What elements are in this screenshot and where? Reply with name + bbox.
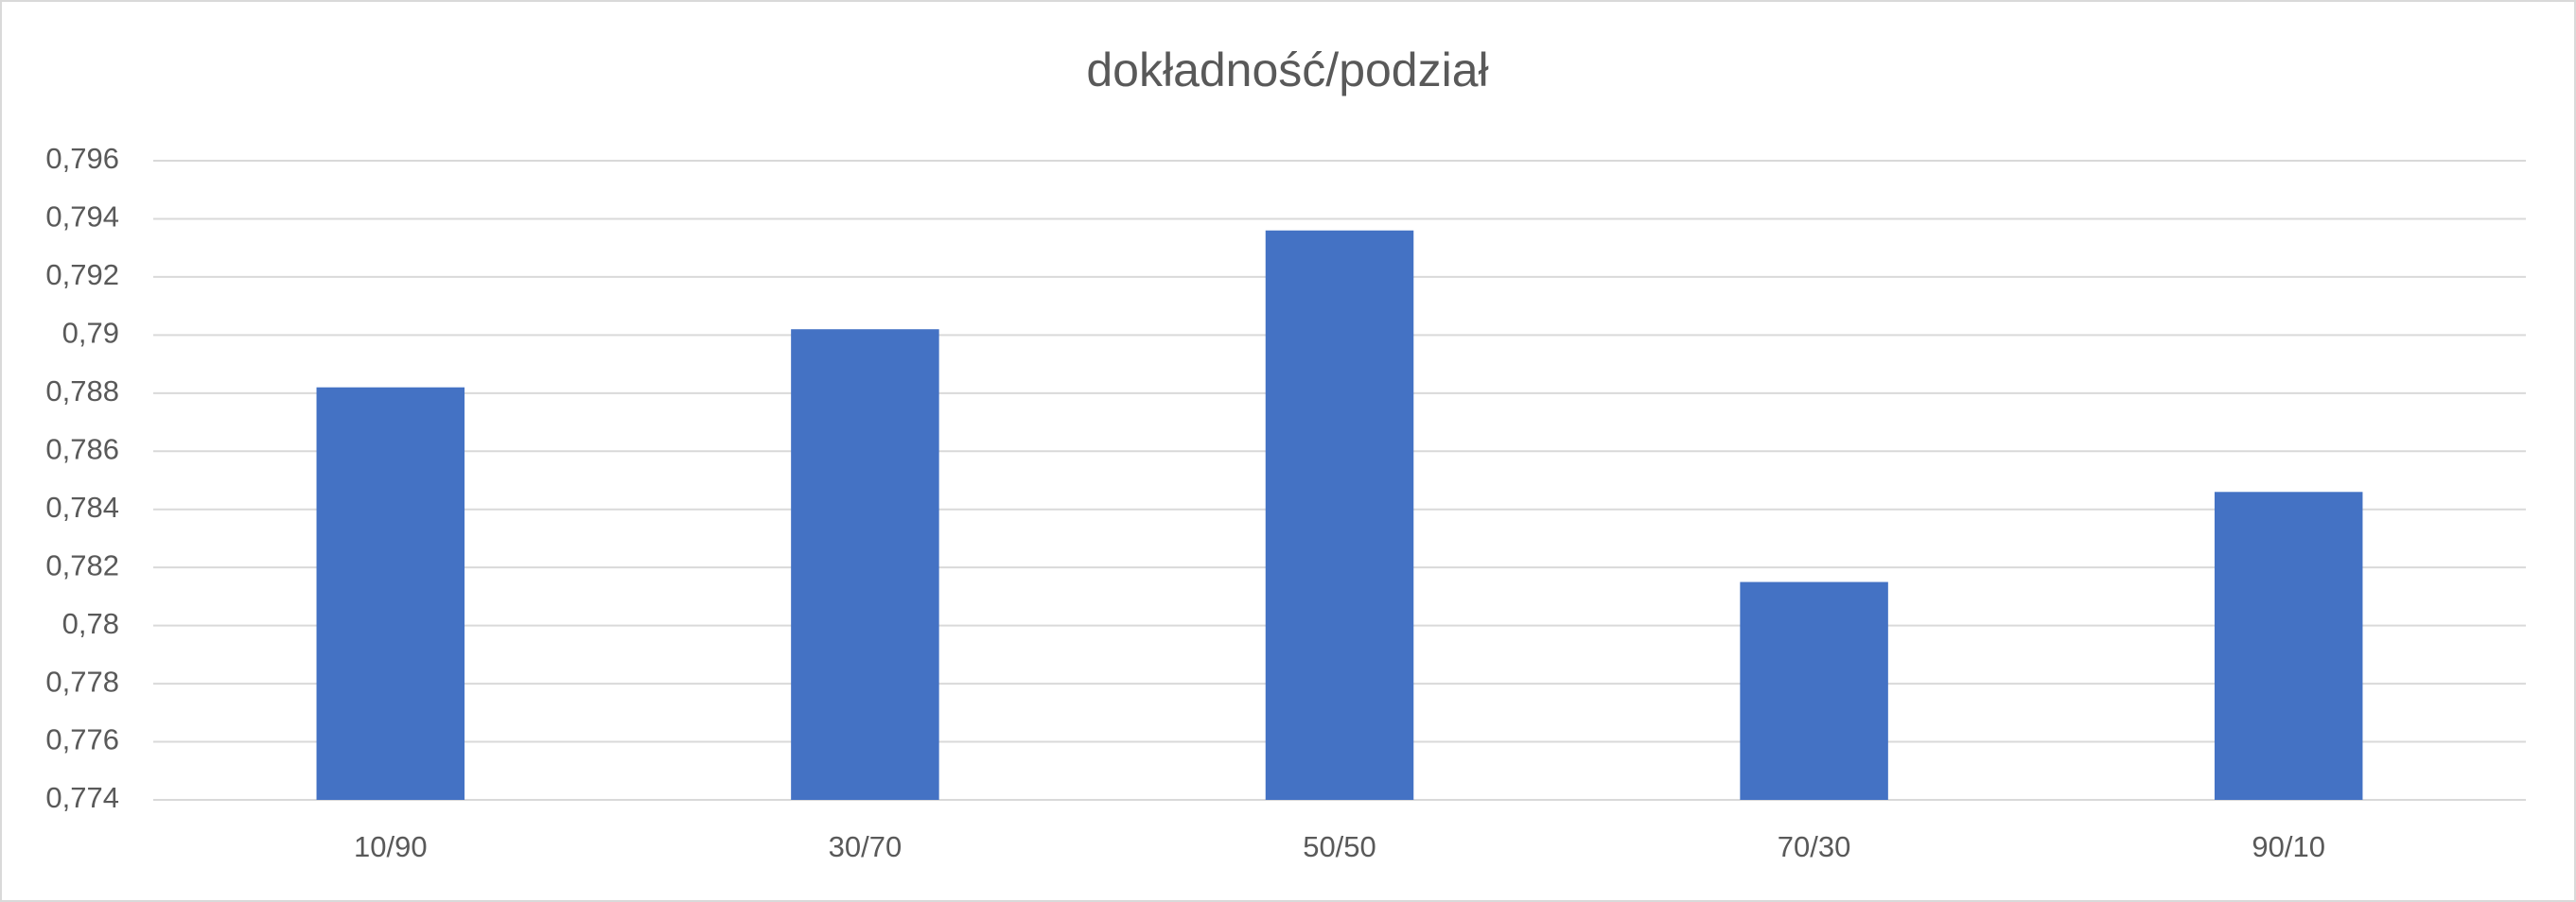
x-tick-label: 10/90 bbox=[354, 830, 428, 863]
x-tick-label: 50/50 bbox=[1303, 830, 1376, 863]
x-tick-label: 90/10 bbox=[2252, 830, 2325, 863]
y-tick-label: 0,796 bbox=[45, 142, 119, 175]
bar bbox=[1740, 581, 1888, 800]
y-tick-label: 0,78 bbox=[62, 607, 119, 640]
x-tick-label: 30/70 bbox=[829, 830, 902, 863]
y-tick-label: 0,786 bbox=[45, 432, 119, 465]
bar bbox=[2214, 492, 2363, 800]
y-tick-label: 0,776 bbox=[45, 723, 119, 756]
bar bbox=[1265, 230, 1414, 800]
y-tick-label: 0,794 bbox=[45, 200, 119, 234]
bar bbox=[791, 329, 939, 800]
bar bbox=[316, 387, 465, 800]
y-tick-label: 0,784 bbox=[45, 491, 119, 524]
y-tick-label: 0,788 bbox=[45, 374, 119, 408]
chart-title: dokładność/podział bbox=[1086, 43, 1488, 96]
x-tick-label: 70/30 bbox=[1778, 830, 1851, 863]
y-tick-label: 0,782 bbox=[45, 548, 119, 581]
y-tick-label: 0,792 bbox=[45, 258, 119, 291]
y-tick-label: 0,778 bbox=[45, 665, 119, 698]
y-tick-label: 0,79 bbox=[62, 317, 119, 350]
y-tick-label: 0,774 bbox=[45, 781, 119, 814]
